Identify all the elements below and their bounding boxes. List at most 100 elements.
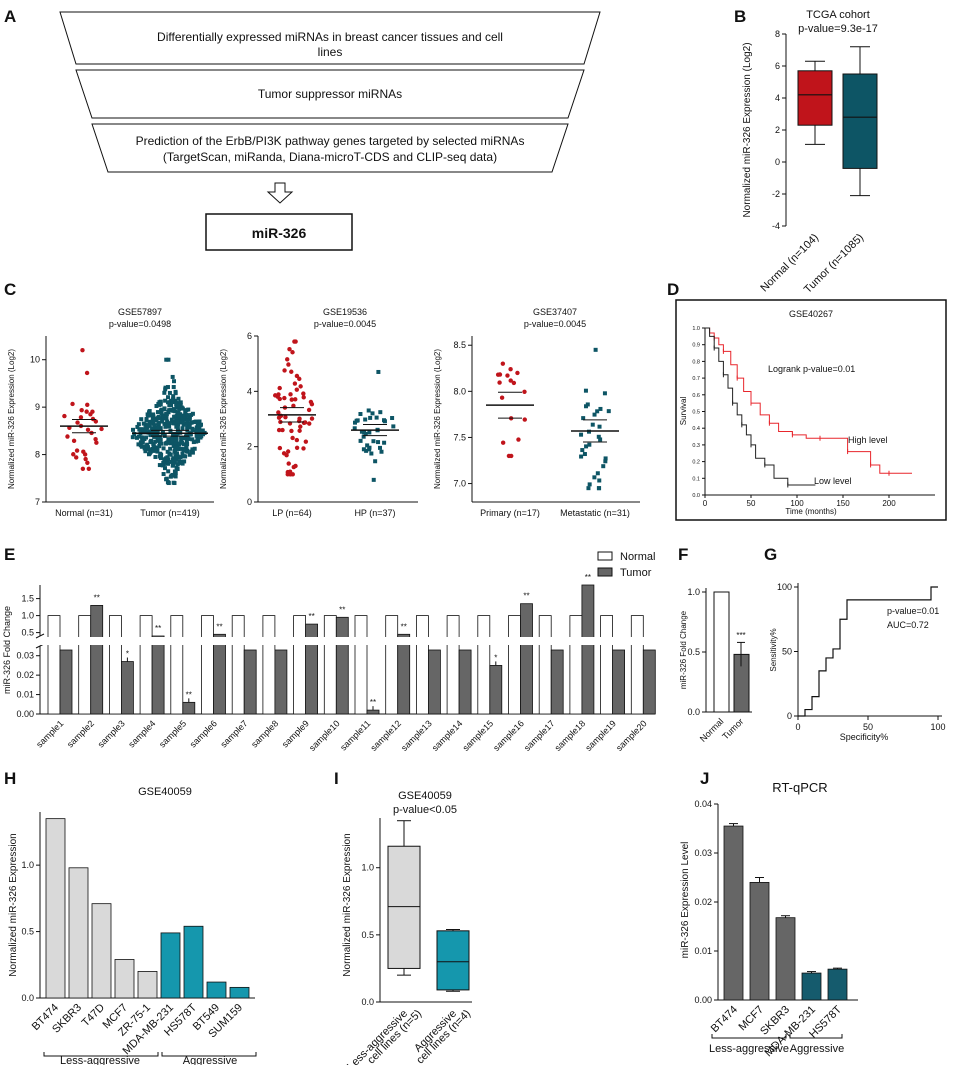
panel-c1-point xyxy=(165,480,170,485)
panel-i-box-1 xyxy=(436,930,470,991)
panel-c2-point xyxy=(301,420,307,426)
panel-c2-point xyxy=(301,446,306,451)
panel-c3-point xyxy=(511,380,517,386)
panel-c2-point xyxy=(366,408,371,413)
panel-c2-point xyxy=(292,339,297,344)
panel-c1-point xyxy=(170,472,175,477)
panel-e-category-label: sample6 xyxy=(188,718,219,749)
panel-b-y-tick-label: -2 xyxy=(772,189,780,199)
panel-f-category-label: Normal xyxy=(698,716,726,744)
panel-c1-point xyxy=(150,426,155,431)
panel-e-significance: ** xyxy=(186,690,192,699)
panel-j-y-tick-label: 0.01 xyxy=(694,946,712,956)
panel-c1-point xyxy=(169,417,174,422)
panel-e-break-gap xyxy=(41,637,657,645)
panel-e-significance: ** xyxy=(370,698,376,707)
panel-h-bar-2 xyxy=(91,903,112,999)
panel-e-significance: ** xyxy=(339,605,345,614)
panel-e-y-tick-label: 0.00 xyxy=(16,709,34,719)
panel-h-title: GSE40059 xyxy=(138,786,192,798)
panel-e-bar-normal xyxy=(231,615,245,715)
panel-c2-point xyxy=(365,443,370,448)
panel-c1-point xyxy=(162,406,167,411)
panel-c2-y-tick-label: 6 xyxy=(247,331,252,341)
panel-c1-point xyxy=(171,408,176,413)
panel-c3-point xyxy=(497,372,503,377)
panel-c3-point xyxy=(595,471,600,476)
panel-c3-point xyxy=(601,464,606,469)
panel-c3-point xyxy=(597,486,602,491)
panel-c2-point xyxy=(370,411,375,416)
panel-c3-category-label: Metastatic (n=31) xyxy=(560,508,630,518)
panel-c3-point xyxy=(598,406,603,411)
panel-c1-point xyxy=(162,390,167,395)
panel-c1-point xyxy=(166,357,171,362)
panel-d-x-tick-label: 50 xyxy=(747,499,756,508)
panel-c2-point xyxy=(301,391,306,396)
panel-c1-point xyxy=(130,435,135,440)
panel-c1-point xyxy=(157,454,162,459)
panel-c1-point xyxy=(180,440,185,445)
panel-c2-y-tick-label: 2 xyxy=(247,442,252,452)
panel-i-boxplot: GSE40059 p-value<0.05 0.0 0.5 1.0 Normalized … xyxy=(342,790,473,1065)
panel-c1-point xyxy=(188,432,193,437)
panel-b-box-1 xyxy=(842,73,878,169)
panel-c1-point xyxy=(152,428,157,433)
panel-f-y-tick-label: 1.0 xyxy=(687,587,700,597)
panel-d-y-tick-label: 0.4 xyxy=(692,426,700,432)
panel-e-significance: * xyxy=(126,650,129,659)
panel-g-pvalue: p-value=0.01 xyxy=(887,606,939,616)
panel-c2-point xyxy=(276,415,282,420)
panel-e-legend-normal: Normal xyxy=(620,551,655,563)
panel-e-significance: ** xyxy=(401,622,407,631)
panel-c2-point xyxy=(306,407,312,413)
panel-c1-point xyxy=(155,410,160,415)
panel-c2-y-tick-label: 4 xyxy=(247,386,252,396)
panel-c1-point xyxy=(172,458,177,463)
panel-c3-point xyxy=(597,424,602,429)
panel-c3-point xyxy=(583,388,588,393)
panel-c1-point xyxy=(166,400,171,405)
panel-c3-point xyxy=(598,437,603,442)
panel-e-category-label: sample1 xyxy=(34,718,65,749)
funnel-step-3-line2: (TargetScan, miRanda, Diana-microT-CDS a… xyxy=(163,150,497,164)
panel-c1-point xyxy=(79,407,84,413)
panel-e-bar-normal xyxy=(630,615,644,715)
panel-e-legend-tumor-swatch xyxy=(597,567,613,577)
panel-c1-point xyxy=(152,434,157,439)
panel-c1-point xyxy=(189,420,194,425)
panel-c2-y-tick-label: 0 xyxy=(247,497,252,507)
panel-e-legend-tumor: Tumor xyxy=(620,567,652,579)
panel-c2-point xyxy=(276,410,281,415)
panel-i-y-tick-label: 0.5 xyxy=(361,930,374,940)
panel-c1-point xyxy=(170,397,175,402)
panel-c1-point xyxy=(140,427,145,432)
panel-c1-point xyxy=(165,458,170,463)
panel-b-y-tick-label: 0 xyxy=(775,157,780,167)
panel-j-y-tick-label: 0.00 xyxy=(694,995,712,1005)
panel-c1-point xyxy=(166,469,171,474)
panel-h-group-label: Less-aggressive xyxy=(60,1055,140,1065)
panel-c1-point xyxy=(184,438,189,443)
panel-e-y-tick-label: 0.5 xyxy=(21,628,34,638)
panel-c2-point xyxy=(358,412,363,417)
panel-label-j: J xyxy=(700,769,709,788)
panel-c1-pvalue: p-value=0.0498 xyxy=(109,319,171,329)
panel-c3-scatter: GSE37407 p-value=0.0045 7.0 7.5 8.0 8.5 Normal… xyxy=(433,307,640,518)
down-arrow-icon xyxy=(266,182,294,204)
panel-label-b: B xyxy=(734,7,746,26)
panel-c2-point xyxy=(301,395,306,400)
panel-c3-point xyxy=(597,478,602,483)
panel-g-y-label: Sensitivity% xyxy=(769,628,778,671)
panel-e-category-label: sample14 xyxy=(430,718,465,753)
panel-c1-point xyxy=(143,426,148,431)
panel-c1-point xyxy=(196,438,201,443)
panel-j-barchart: RT-qPCR 0.00 0.01 0.02 0.03 0.04 miR-326 Expre… xyxy=(680,780,858,1059)
panel-c3-point xyxy=(603,456,608,461)
panel-c2-category-label: LP (n=64) xyxy=(272,508,312,518)
panel-d-y-tick-label: 1.0 xyxy=(692,326,700,332)
panel-e-significance: ** xyxy=(308,612,314,621)
panel-e-category-label: sample19 xyxy=(583,718,618,753)
panel-c3-point xyxy=(508,378,513,383)
panel-c1-point xyxy=(172,421,177,426)
